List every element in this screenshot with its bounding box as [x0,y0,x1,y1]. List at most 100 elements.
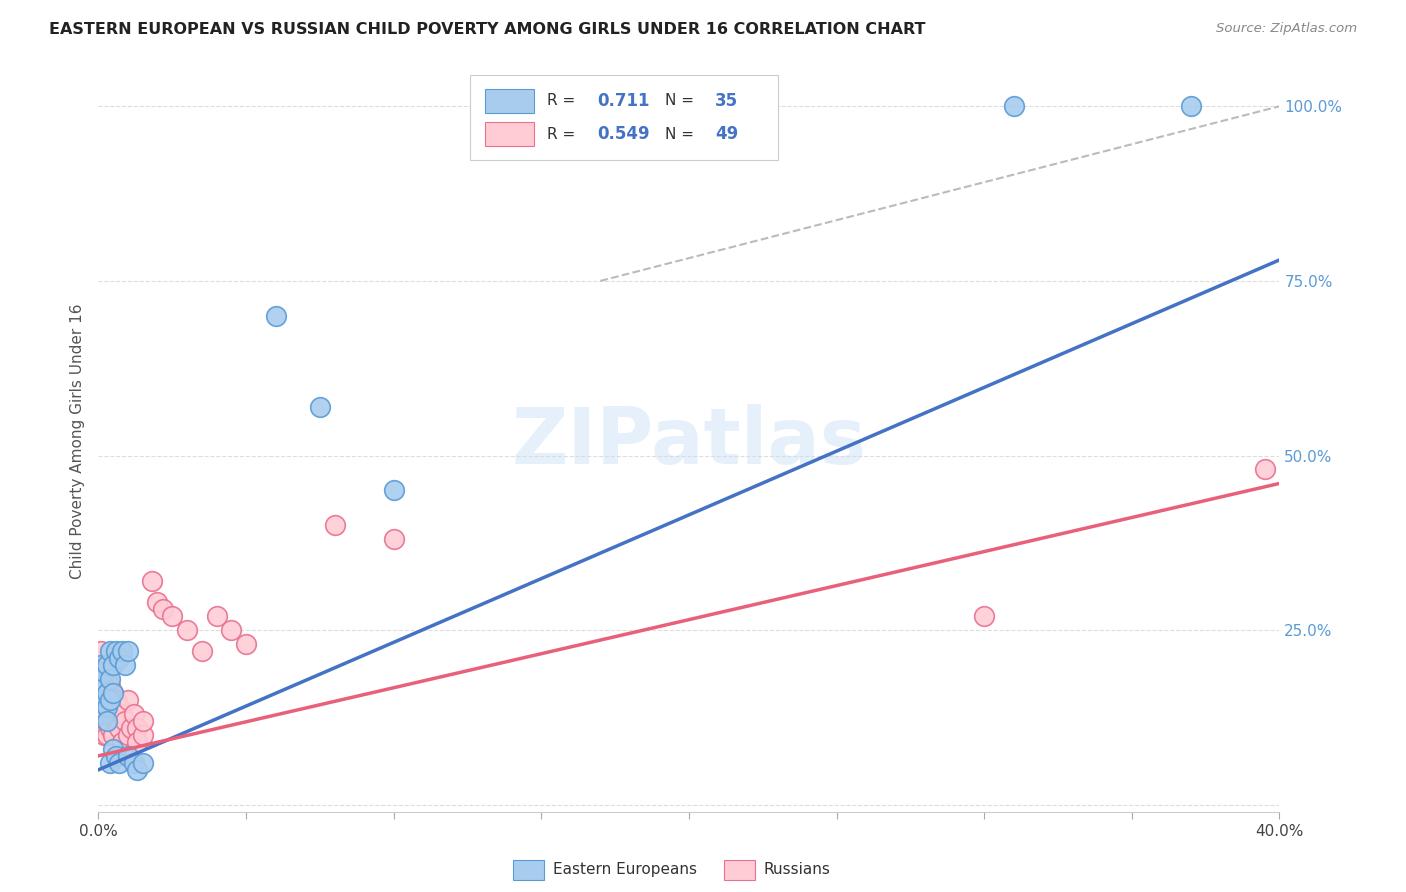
Point [90,686,112,700]
Text: N =: N = [665,94,699,109]
Point [146,595,169,609]
Point [108,756,131,770]
Y-axis label: Child Poverty Among Girls Under 16: Child Poverty Among Girls Under 16 [69,304,84,579]
Point [108,651,131,665]
Point [125,763,148,777]
Point [111,735,134,749]
Point [132,728,155,742]
Point [103,742,125,756]
Point [162,609,183,624]
Point [117,693,139,707]
Point [117,644,139,658]
Text: 0.711: 0.711 [596,92,650,110]
Point [98,756,121,770]
Point [103,686,125,700]
Point [93,706,115,721]
Point [1180,99,1202,113]
Point [176,623,198,637]
Text: 0.549: 0.549 [596,125,650,144]
Text: EASTERN EUROPEAN VS RUSSIAN CHILD POVERTY AMONG GIRLS UNDER 16 CORRELATION CHART: EASTERN EUROPEAN VS RUSSIAN CHILD POVERT… [49,22,925,37]
Point [141,574,163,589]
Point [122,706,145,721]
Text: N =: N = [665,127,699,142]
Point [264,309,287,323]
Point [235,637,257,651]
Point [114,658,136,673]
Point [125,721,148,735]
Point [221,623,243,637]
Point [96,714,118,728]
Point [205,609,228,624]
Point [1002,99,1025,113]
Point [90,700,112,714]
Point [103,706,125,721]
Point [132,756,155,770]
Point [152,602,174,616]
Point [117,748,139,763]
Point [1254,462,1277,476]
Point [111,644,134,658]
Point [98,721,121,735]
Text: Eastern Europeans: Eastern Europeans [553,863,696,877]
Point [382,483,405,498]
Point [105,644,128,658]
Point [103,658,125,673]
Point [93,665,115,679]
Point [93,693,115,707]
Point [111,706,134,721]
Point [90,672,112,686]
Point [98,693,121,707]
Point [90,672,112,686]
Point [105,693,128,707]
Point [96,728,118,742]
Point [323,518,346,533]
Point [96,672,118,686]
Point [93,679,115,693]
Point [125,735,148,749]
Point [93,728,115,742]
Point [93,693,115,707]
Point [96,658,118,673]
Text: 35: 35 [714,92,738,110]
Point [90,644,112,658]
FancyBboxPatch shape [471,75,778,161]
Point [108,700,131,714]
Point [973,609,995,624]
Point [96,706,118,721]
Point [191,644,214,658]
Text: Russians: Russians [763,863,831,877]
Point [90,700,112,714]
Point [93,679,115,693]
Point [105,748,128,763]
Text: Source: ZipAtlas.com: Source: ZipAtlas.com [1216,22,1357,36]
Point [93,714,115,728]
Point [108,721,131,735]
Point [90,686,112,700]
Point [98,700,121,714]
Point [114,714,136,728]
Point [103,686,125,700]
Point [93,665,115,679]
Point [120,721,142,735]
Text: ZIPatlas: ZIPatlas [512,403,866,480]
Point [96,686,118,700]
Point [96,700,118,714]
Point [98,679,121,693]
Point [117,728,139,742]
Point [105,714,128,728]
Point [98,644,121,658]
Text: R =: R = [547,94,581,109]
Point [90,658,112,673]
FancyBboxPatch shape [485,89,534,112]
Point [98,672,121,686]
Text: R =: R = [547,127,581,142]
Point [382,533,405,547]
Point [309,400,332,414]
Point [103,728,125,742]
Text: 49: 49 [714,125,738,144]
Point [96,686,118,700]
Point [90,658,112,673]
Point [122,756,145,770]
Point [90,714,112,728]
FancyBboxPatch shape [485,122,534,146]
